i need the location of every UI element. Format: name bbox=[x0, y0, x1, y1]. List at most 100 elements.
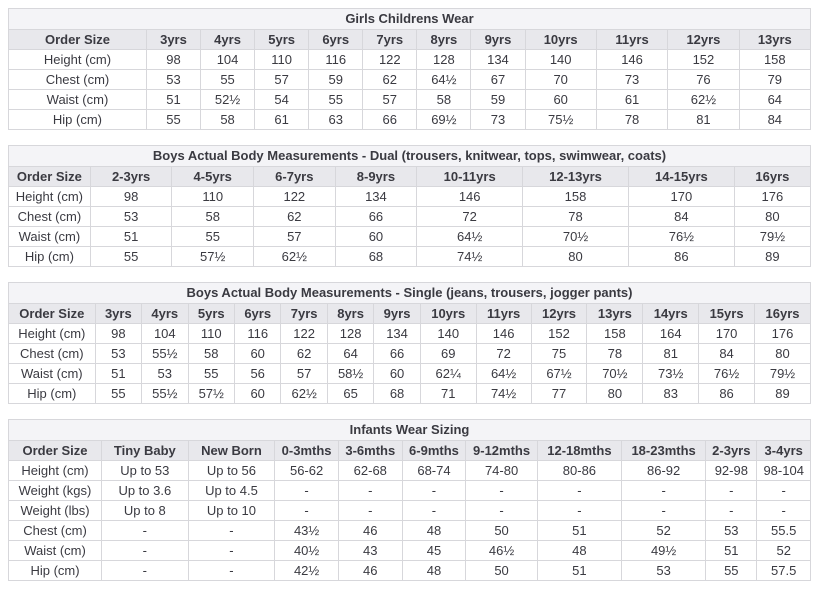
row-label: Hip (cm) bbox=[8, 109, 147, 130]
girls-childrens-wear-table: Girls Childrens Wear Order Size 3yrs 4yrs 5y… bbox=[8, 8, 812, 130]
value-cell: Up to 3.6 bbox=[101, 480, 189, 501]
value-cell: 53 bbox=[145, 69, 202, 90]
value-cell: 98 bbox=[94, 323, 143, 344]
value-cell: 48 bbox=[536, 540, 623, 561]
value-cell: 42½ bbox=[274, 560, 339, 581]
column-header: Order Size bbox=[7, 440, 103, 461]
column-header: Tiny Baby bbox=[101, 440, 189, 461]
column-header: 5yrs bbox=[254, 29, 310, 50]
column-header: 6-9mths bbox=[401, 440, 467, 461]
value-cell: 104 bbox=[200, 49, 256, 70]
value-cell: 74½ bbox=[416, 246, 524, 267]
value-cell: - bbox=[756, 480, 811, 501]
value-cell: - bbox=[465, 500, 538, 521]
value-cell: Up to 4.5 bbox=[187, 480, 276, 501]
value-cell: 134 bbox=[334, 186, 418, 207]
value-cell: 158 bbox=[522, 186, 629, 207]
column-header: 12yrs bbox=[530, 303, 588, 324]
column-header: 8yrs bbox=[326, 303, 375, 324]
column-header: 9yrs bbox=[470, 29, 526, 50]
value-cell: 60 bbox=[373, 363, 421, 384]
value-cell: 80 bbox=[522, 246, 629, 267]
value-cell: 84 bbox=[627, 206, 735, 227]
value-cell: 55 bbox=[145, 109, 202, 130]
table-row: Hip (cm) 55 55½ 57½ 60 62½ 65 68 71 74½ 77 80 83 86 89 bbox=[8, 383, 811, 404]
column-header: 4yrs bbox=[141, 303, 189, 324]
row-label: Waist (cm) bbox=[8, 363, 96, 384]
value-cell: - bbox=[705, 500, 758, 521]
column-header: 9-12mths bbox=[465, 440, 538, 461]
value-cell: 53 bbox=[141, 363, 189, 384]
value-cell: 55 bbox=[187, 363, 235, 384]
column-header: 8yrs bbox=[416, 29, 472, 50]
value-cell: 55 bbox=[171, 226, 255, 247]
value-cell: 122 bbox=[253, 186, 336, 207]
table-row: Hip (cm) 55 57½ 62½ 68 74½ 80 86 89 bbox=[8, 246, 812, 267]
value-cell: 128 bbox=[326, 323, 375, 344]
value-cell: 134 bbox=[373, 323, 421, 344]
table-row: Height (cm) 98 110 122 134 146 158 170 176 bbox=[8, 186, 812, 207]
column-header: 12-18mths bbox=[536, 440, 623, 461]
column-header: 11yrs bbox=[595, 29, 669, 50]
table-title-row: Boys Actual Body Measurements - Single (… bbox=[8, 282, 811, 304]
value-cell: 58 bbox=[187, 343, 235, 364]
table-row: Chest (cm) 53 55 57 59 62 64½ 67 70 73 76 79 bbox=[8, 69, 812, 90]
value-cell: 78 bbox=[586, 343, 644, 364]
table-row: Waist (cm) 51 53 55 56 57 58½ 60 62¼ 64½ 67½ 70½ 73½… bbox=[8, 363, 811, 384]
value-cell: - bbox=[621, 500, 707, 521]
value-cell: 48 bbox=[401, 560, 467, 581]
value-cell: 73 bbox=[595, 69, 669, 90]
value-cell: 98 bbox=[89, 186, 173, 207]
value-cell: 46 bbox=[337, 520, 403, 541]
table-title-row: Infants Wear Sizing bbox=[8, 419, 811, 441]
table-title: Boys Actual Body Measurements - Dual (tr… bbox=[8, 145, 811, 167]
value-cell: 58½ bbox=[326, 363, 375, 384]
column-header: 3yrs bbox=[145, 29, 202, 50]
value-cell: 43½ bbox=[274, 520, 339, 541]
value-cell: 46 bbox=[337, 560, 403, 581]
value-cell: 72 bbox=[416, 206, 524, 227]
value-cell: 110 bbox=[187, 323, 235, 344]
value-cell: 75½ bbox=[524, 109, 597, 130]
value-cell: 67½ bbox=[530, 363, 588, 384]
value-cell: 89 bbox=[754, 383, 811, 404]
value-cell: 80-86 bbox=[536, 460, 623, 481]
value-cell: 152 bbox=[667, 49, 740, 70]
boys-dual-measurements-table: Boys Actual Body Measurements - Dual (tr… bbox=[8, 145, 812, 267]
value-cell: - bbox=[536, 480, 623, 501]
value-cell: 43 bbox=[337, 540, 403, 561]
value-cell: 68 bbox=[334, 246, 418, 267]
column-header: Order Size bbox=[8, 303, 96, 324]
row-label: Weight (kgs) bbox=[7, 480, 103, 501]
row-label: Weight (lbs) bbox=[7, 500, 103, 521]
value-cell: 66 bbox=[362, 109, 418, 130]
column-header: 5yrs bbox=[187, 303, 235, 324]
column-header: 6-7yrs bbox=[253, 166, 336, 187]
value-cell: - bbox=[465, 480, 538, 501]
column-header: 16yrs bbox=[733, 166, 812, 187]
column-header-row: Order Size 3yrs 4yrs 5yrs 6yrs 7yrs 8yrs 9yrs 10… bbox=[8, 303, 811, 324]
value-cell: 64½ bbox=[416, 69, 472, 90]
value-cell: 55 bbox=[94, 383, 143, 404]
table-row: Weight (kgs) Up to 3.6 Up to 4.5- - - - - - - - bbox=[7, 480, 811, 501]
column-header: 14yrs bbox=[642, 303, 700, 324]
value-cell: 54 bbox=[254, 89, 310, 110]
value-cell: 50 bbox=[465, 560, 538, 581]
column-header: 8-9yrs bbox=[334, 166, 418, 187]
value-cell: 122 bbox=[362, 49, 418, 70]
value-cell: 57 bbox=[254, 69, 310, 90]
value-cell: 66 bbox=[373, 343, 421, 364]
value-cell: 69 bbox=[419, 343, 477, 364]
table-row: Hip (cm) 55 58 61 63 66 69½ 73 75½ 78 81 84 bbox=[8, 109, 812, 130]
value-cell: 51 bbox=[145, 89, 202, 110]
value-cell: - bbox=[274, 500, 339, 521]
column-header: 9yrs bbox=[373, 303, 421, 324]
value-cell: - bbox=[187, 560, 276, 581]
value-cell: - bbox=[401, 500, 467, 521]
value-cell: Up to 56 bbox=[187, 460, 276, 481]
value-cell: 62¼ bbox=[419, 363, 477, 384]
value-cell: - bbox=[101, 560, 189, 581]
table-title: Infants Wear Sizing bbox=[8, 419, 811, 441]
value-cell: 55.5 bbox=[756, 520, 811, 541]
value-cell: 152 bbox=[530, 323, 588, 344]
